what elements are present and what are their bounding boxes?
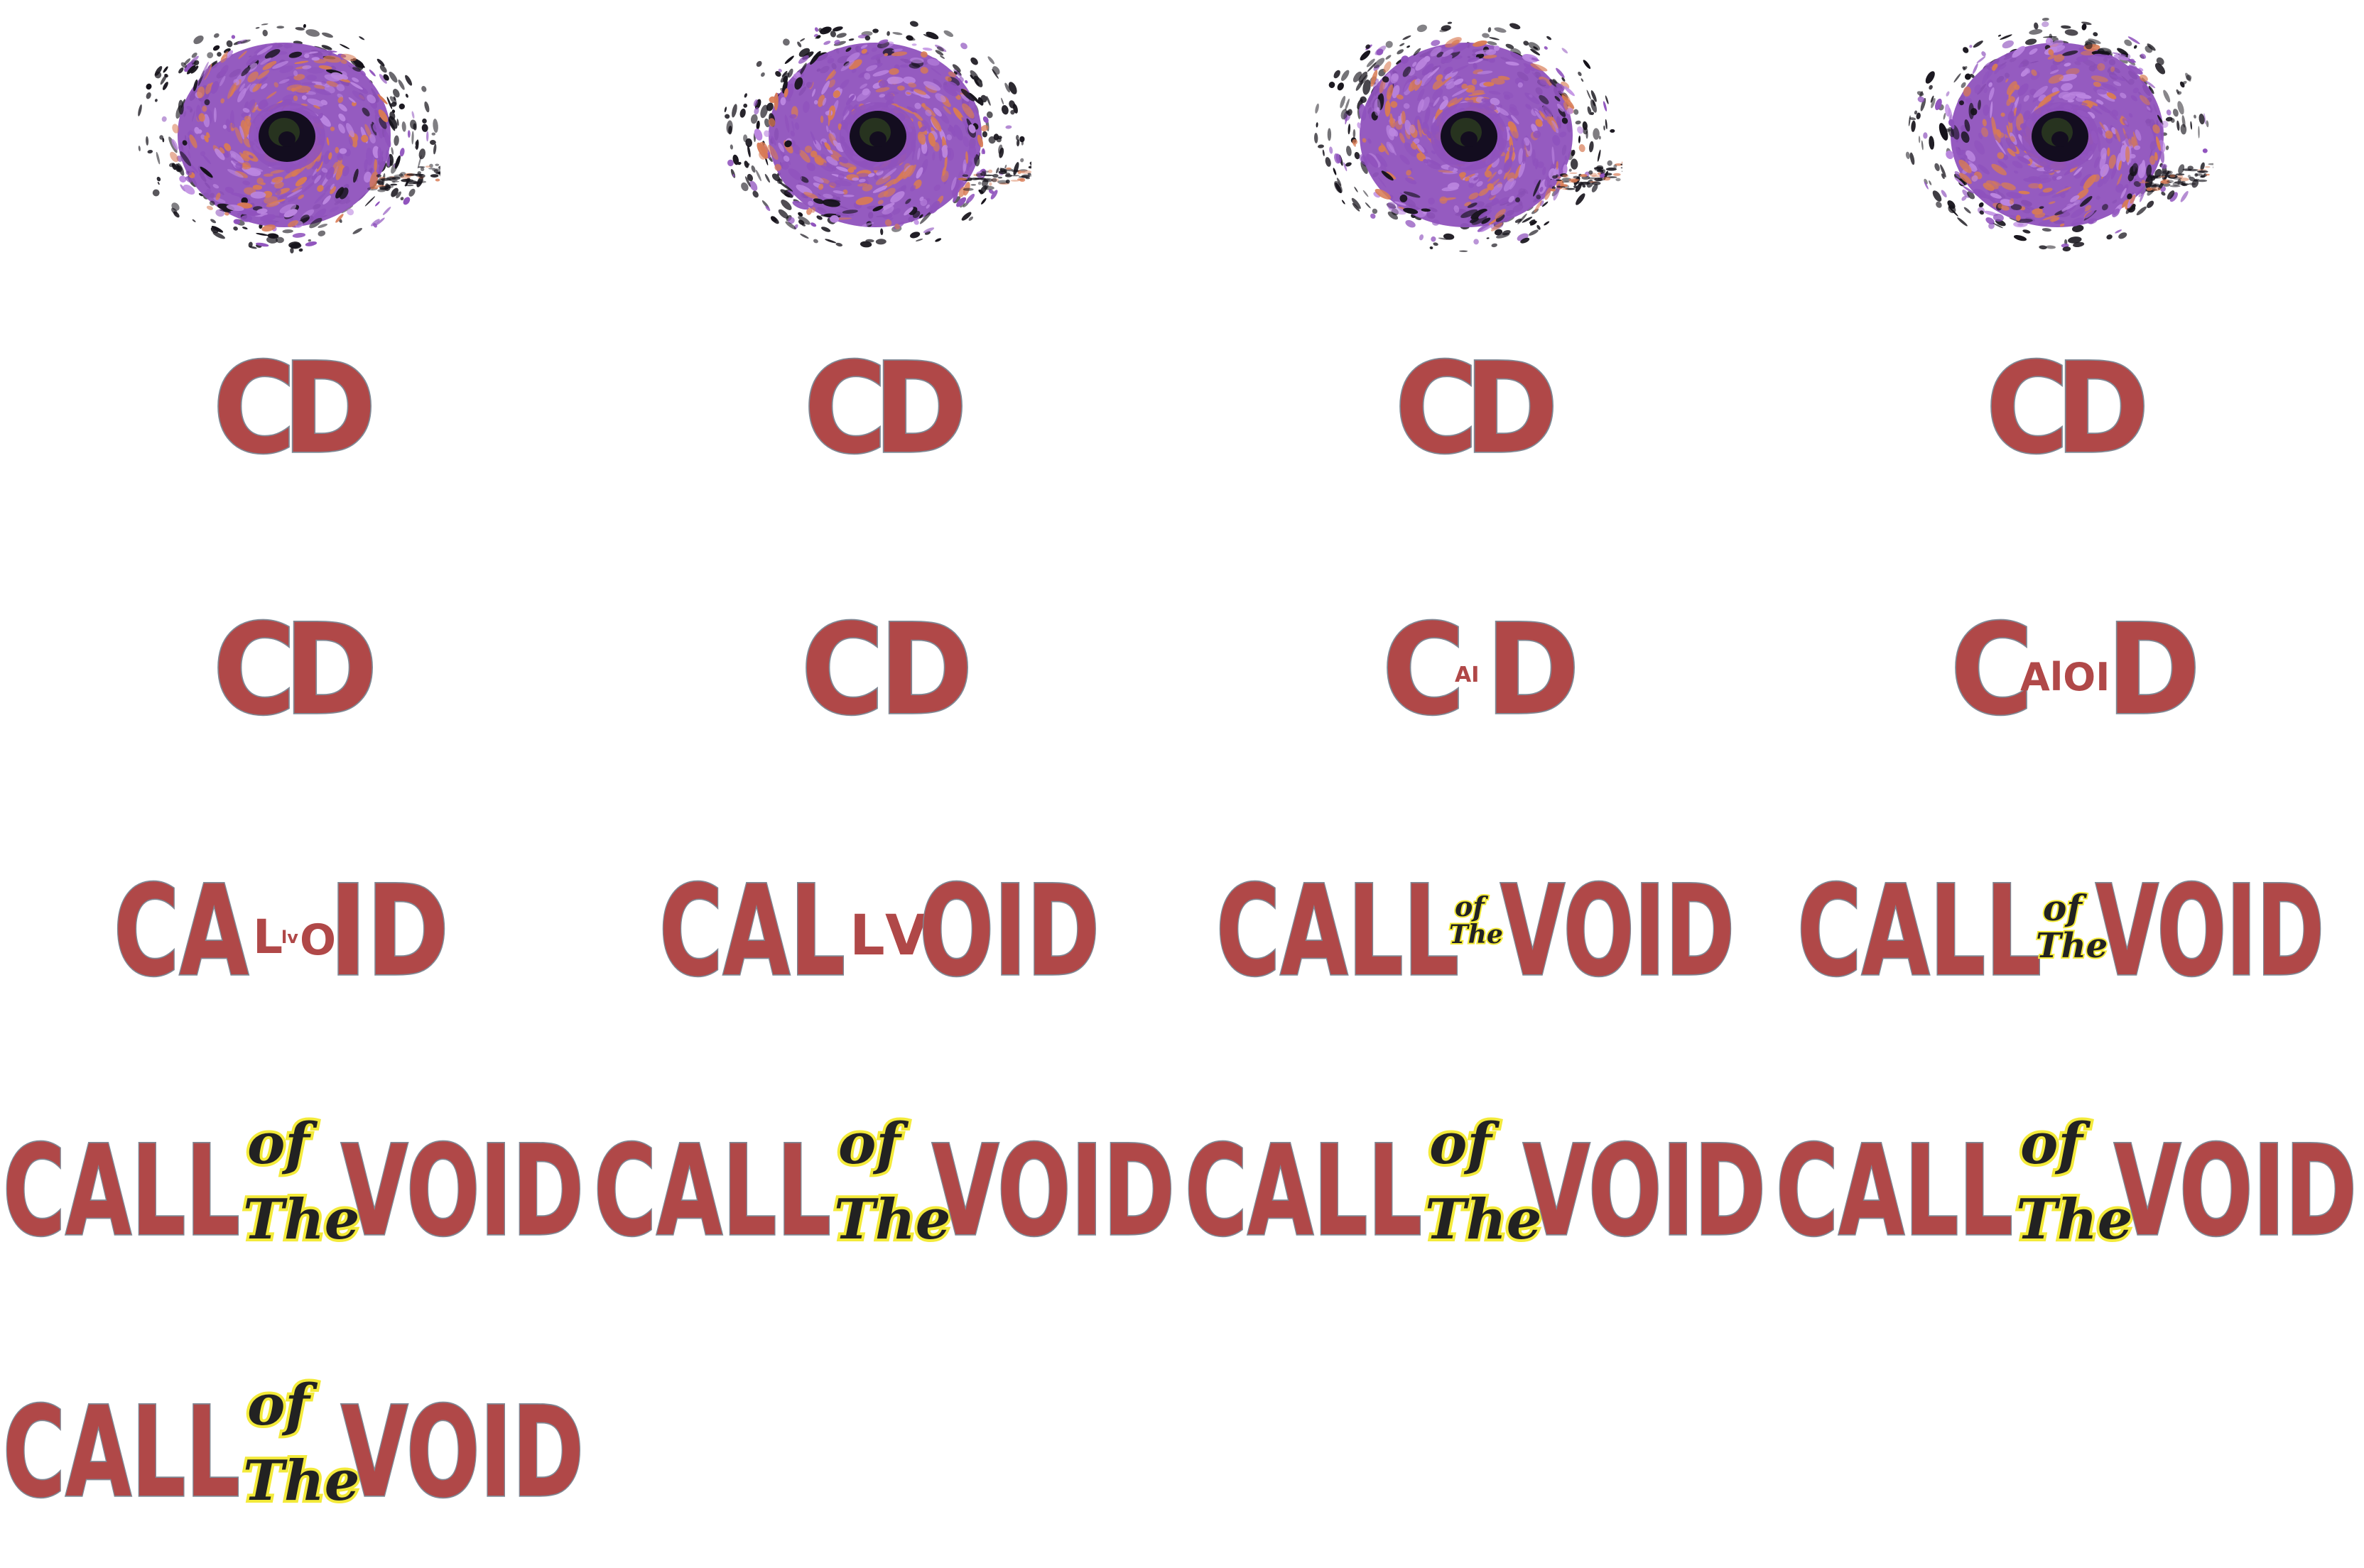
logo-cd-open-frame-2: C D bbox=[800, 596, 974, 744]
logo-letter-c: C bbox=[1395, 336, 1478, 481]
logo-of-script: of bbox=[1429, 1110, 1500, 1177]
logo-cd-frame-3: C D bbox=[1394, 334, 1559, 483]
logo-full-frame-3: CALL of The VOID bbox=[1183, 1107, 1767, 1265]
logo-emerging-v: V bbox=[885, 904, 928, 968]
logo-call-part: CA bbox=[114, 859, 249, 1004]
logo-letter-c: C bbox=[213, 336, 296, 481]
logo-letter-c: C bbox=[801, 597, 884, 743]
logo-void-part: ID bbox=[330, 859, 449, 1004]
logo-call: CALL bbox=[3, 1118, 240, 1264]
logo-letter-c: C bbox=[804, 336, 886, 481]
logo-void: VOID bbox=[341, 1118, 584, 1264]
logo-call: CALL bbox=[1797, 859, 2042, 1004]
logo-of-script: of bbox=[1455, 891, 1488, 922]
logo-void: VOID bbox=[2114, 1118, 2357, 1264]
logo-call: CALL bbox=[594, 1118, 831, 1264]
logo-partial-frame-4: CALL of The VOID bbox=[1796, 857, 2326, 1006]
logo-of-script: of bbox=[2043, 887, 2087, 929]
logo-call: CALL bbox=[1776, 1118, 2013, 1264]
void-frame-2 bbox=[724, 21, 1031, 248]
logo-cd-open-frame-4: C AlOI D bbox=[1949, 596, 2201, 744]
logo-call: CALL bbox=[3, 1380, 240, 1525]
logo-letter-d: D bbox=[2056, 336, 2149, 481]
void-frame-1 bbox=[138, 23, 440, 254]
logo-letter-d: D bbox=[2107, 597, 2200, 743]
logo-letter-d: D bbox=[1486, 597, 1579, 743]
logo-cd-frame-1: C D bbox=[212, 334, 377, 483]
void-frame-4 bbox=[1905, 17, 2213, 252]
logo-call-part: CAL bbox=[659, 859, 845, 1004]
logo-partial-frame-3: CALL of The VOID bbox=[1215, 857, 1736, 1006]
swirling-void-icon bbox=[724, 21, 1031, 248]
logo-letter-c: C bbox=[1986, 336, 2068, 481]
logo-of-script: of bbox=[2020, 1110, 2091, 1177]
logo-of-script: of bbox=[247, 1371, 318, 1438]
logo-partial-frame-1: CA L lv O ID bbox=[112, 857, 450, 1006]
logo-void: VOID bbox=[2095, 859, 2324, 1004]
logo-cd-frame-4: C D bbox=[1985, 334, 2150, 483]
logo-the-script: The bbox=[834, 1187, 950, 1252]
logo-letter-d: D bbox=[283, 336, 376, 481]
void-frame-3 bbox=[1313, 21, 1622, 252]
logo-the-script: The bbox=[2016, 1187, 2132, 1252]
logo-void: VOID bbox=[341, 1380, 584, 1525]
logo-the-script: The bbox=[1449, 920, 1503, 949]
swirling-void-icon bbox=[1905, 17, 2213, 252]
logo-full-frame-2: CALL of The VOID bbox=[592, 1107, 1176, 1265]
logo-emerging-l: L bbox=[850, 904, 885, 968]
logo-letter-d: D bbox=[874, 336, 967, 481]
logo-call: CALL bbox=[1216, 859, 1459, 1004]
logo-letter-d: D bbox=[284, 597, 377, 743]
logo-call: CALL bbox=[1185, 1118, 1422, 1264]
logo-letter-c: C bbox=[213, 597, 296, 743]
logo-emerging-letters: AlOI bbox=[2020, 655, 2110, 699]
logo-cd-open-frame-3: C AI D bbox=[1381, 596, 1580, 744]
logo-the-script: The bbox=[243, 1187, 359, 1252]
logo-the-script: The bbox=[2036, 926, 2108, 966]
logo-letter-c: C bbox=[1382, 597, 1465, 743]
logo-emerging-o: O bbox=[300, 915, 336, 965]
logo-full-frame-1: CALL of The VOID bbox=[1, 1107, 585, 1265]
logo-letter-d: D bbox=[1465, 336, 1558, 481]
logo-emerging-tiny: lv bbox=[281, 927, 298, 947]
logo-the-script: The bbox=[1425, 1187, 1541, 1252]
logo-full-frame-4: CALL of The VOID bbox=[1774, 1107, 2358, 1265]
logo-void: VOID bbox=[932, 1118, 1175, 1264]
logo-partial-frame-2: CAL L V OID bbox=[658, 857, 1101, 1006]
logo-the-script: The bbox=[243, 1449, 359, 1513]
logo-cd-open-frame-1: C D bbox=[212, 596, 379, 744]
logo-letter-d: D bbox=[879, 597, 972, 743]
logo-void-part: OID bbox=[919, 859, 1100, 1004]
logo-void: VOID bbox=[1523, 1118, 1766, 1264]
logo-of-script: of bbox=[247, 1110, 318, 1177]
logo-emerging-l: L bbox=[253, 910, 283, 964]
logo-void: VOID bbox=[1500, 859, 1735, 1004]
logo-letter-c: C bbox=[1951, 597, 2033, 743]
logo-cd-frame-2: C D bbox=[803, 334, 968, 483]
logo-emerging-letters: AI bbox=[1455, 663, 1479, 687]
logo-final-frame: CALL of The VOID bbox=[1, 1368, 585, 1527]
swirling-void-icon bbox=[138, 23, 440, 254]
logo-of-script: of bbox=[838, 1110, 909, 1177]
swirling-void-icon bbox=[1313, 21, 1622, 252]
